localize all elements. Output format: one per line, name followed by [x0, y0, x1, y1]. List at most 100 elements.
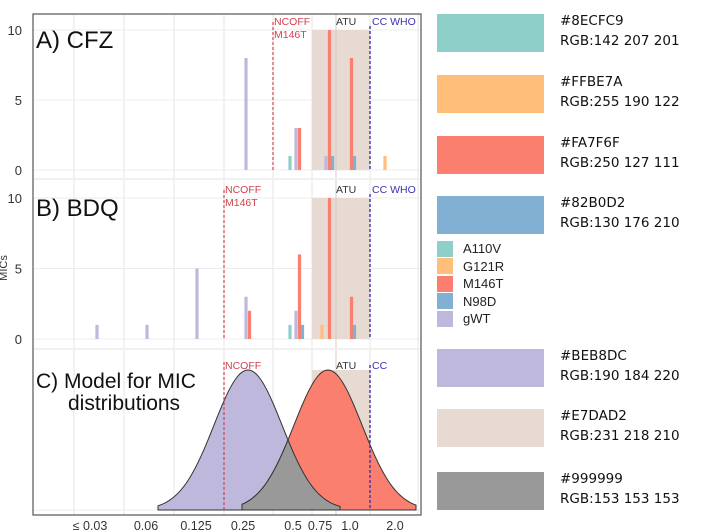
atu-label: ATU [336, 184, 356, 196]
bar-m146t [247, 310, 252, 339]
color-swatch [437, 409, 544, 447]
color-swatch [437, 196, 544, 234]
overlap-region [241, 438, 341, 511]
panel-title: A) CFZ [36, 27, 113, 54]
legend-item: G121R [437, 258, 504, 276]
swatch-hex: #8ECFC9 [560, 13, 624, 29]
y-tick-label: 0 [15, 163, 22, 178]
legend: A110V G121R M146T N98D gWT [437, 240, 504, 328]
legend-item: gWT [437, 310, 504, 328]
x-tick-label: 0.5 [284, 519, 301, 532]
panel-title: B) BDQ [36, 195, 119, 222]
swatch-label: #BEB8DC RGB:190 184 220 [560, 346, 680, 386]
bar-gwt [95, 324, 99, 339]
cc-label: CC WHO [372, 16, 416, 28]
legend-key [437, 240, 453, 257]
bar-n98d [300, 324, 305, 339]
legend-key [437, 293, 453, 310]
legend-label: A110V [463, 241, 502, 257]
model-curves [157, 369, 417, 511]
swatch-rgb: RGB:250 127 111 [560, 155, 680, 171]
atu-label: ATU [336, 360, 356, 372]
legend-label: M146T [463, 276, 504, 292]
swatch-rgb: RGB:255 190 122 [560, 94, 680, 110]
ncoff-label: NCOFF [274, 16, 310, 28]
atu-label: ATU [336, 16, 356, 28]
swatch-hex: #999999 [560, 471, 623, 487]
legend-label: N98D [463, 293, 497, 309]
panel-title: C) Model for MIC [36, 370, 196, 393]
bar-gwt [145, 324, 149, 339]
swatch-rgb: RGB:153 153 153 [560, 491, 680, 507]
bar-n98d [352, 156, 357, 170]
bar-g121r [383, 156, 387, 170]
y-tick-label: 10 [8, 23, 22, 38]
color-swatch [437, 136, 544, 174]
bar-a110v [288, 156, 292, 170]
reference-lines [223, 22, 371, 510]
swatch-rgb: RGB:231 218 210 [560, 428, 680, 444]
bar-a110v [288, 324, 292, 339]
bar-n98d [330, 156, 335, 170]
swatch-label: #8ECFC9 RGB:142 207 201 [560, 11, 680, 51]
legend-item: M146T [437, 275, 504, 293]
y-tick-label: 10 [8, 191, 22, 206]
bar-m146t [349, 296, 354, 339]
plot-frame [32, 13, 422, 516]
x-tick-label: 0.25 [231, 519, 255, 532]
swatch-rgb: RGB:130 176 210 [560, 215, 680, 231]
swatch-hex: #FA7F6F [560, 135, 620, 151]
bars [95, 30, 387, 339]
swatch-hex: #E7DAD2 [560, 408, 627, 424]
bar-m146t [297, 254, 302, 339]
legend-item: N98D [437, 293, 504, 311]
bar-n98d [352, 324, 357, 339]
y-tick-label: 5 [15, 93, 22, 108]
atu-band [312, 30, 370, 170]
legend-key [437, 258, 453, 275]
cc-label: CC WHO [372, 184, 416, 196]
atu-band [312, 198, 370, 339]
bar-m146t [349, 58, 354, 170]
x-tick-label: 0.75 [308, 519, 332, 532]
swatch-rgb: RGB:142 207 201 [560, 33, 680, 49]
ncoff-sub-label: M146T [225, 197, 258, 209]
x-tick-label: 0.06 [134, 519, 158, 532]
ncoff-label: NCOFF [225, 360, 261, 372]
x-tick-label: 0.125 [180, 519, 211, 532]
bar-gwt [244, 296, 248, 339]
color-swatch [437, 349, 544, 387]
bar-gwt [195, 268, 199, 339]
legend-label: G121R [463, 258, 505, 274]
legend-key [437, 310, 453, 327]
swatch-hex: #BEB8DC [560, 348, 627, 364]
ncoff-sub-label: M146T [274, 29, 307, 41]
swatch-label: #FA7F6F RGB:250 127 111 [560, 133, 680, 173]
bar-m146t [327, 198, 332, 339]
color-swatch [437, 75, 544, 113]
cc-label: CC [372, 360, 388, 372]
swatch-label: #E7DAD2 RGB:231 218 210 [560, 406, 680, 446]
color-swatch [437, 472, 544, 510]
legend-item: A110V [437, 240, 504, 258]
bar-gwt [244, 58, 248, 170]
swatch-hex: #FFBE7A [560, 74, 623, 90]
x-tick-label: ≤ 0.03 [73, 519, 108, 532]
swatch-label: #82B0D2 RGB:130 176 210 [560, 193, 680, 233]
x-tick-label: 2.0 [386, 519, 403, 532]
swatch-hex: #82B0D2 [560, 195, 626, 211]
y-tick-label: 5 [15, 262, 22, 277]
swatch-label: #999999 RGB:153 153 153 [560, 469, 680, 509]
y-tick-label: 0 [15, 332, 22, 347]
bar-m146t [297, 128, 302, 170]
bar-gwt [294, 310, 298, 339]
x-tick-label: 1.0 [341, 519, 358, 532]
y-axis-label: MICs [0, 255, 10, 281]
bar-m146t [327, 30, 332, 170]
legend-label: gWT [463, 311, 491, 327]
bar-g121r [320, 324, 324, 339]
bar-gwt [294, 128, 298, 170]
panel-title-line2: distributions [68, 392, 180, 415]
